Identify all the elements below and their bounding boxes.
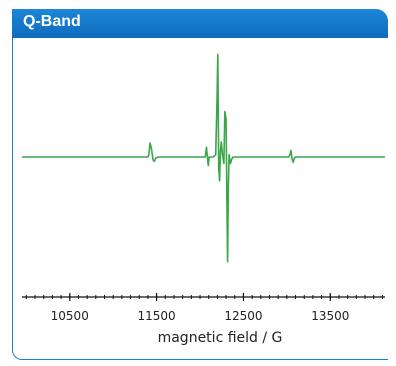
x-tick-label: 13500 <box>311 309 349 323</box>
panel-title: Q-Band <box>23 13 81 30</box>
x-axis-label: magnetic field / G <box>158 330 283 346</box>
panel-header: Q-Band <box>12 9 388 38</box>
x-axis-major-ticks <box>69 293 331 301</box>
x-tick-label: 12500 <box>224 309 262 323</box>
spectrum-trace <box>22 53 385 263</box>
x-tick-label: 11500 <box>138 309 176 323</box>
chart-panel <box>12 9 388 360</box>
x-axis-tick-labels: 10500 11500 12500 13500 <box>51 309 350 323</box>
x-tick-label: 10500 <box>51 309 89 323</box>
